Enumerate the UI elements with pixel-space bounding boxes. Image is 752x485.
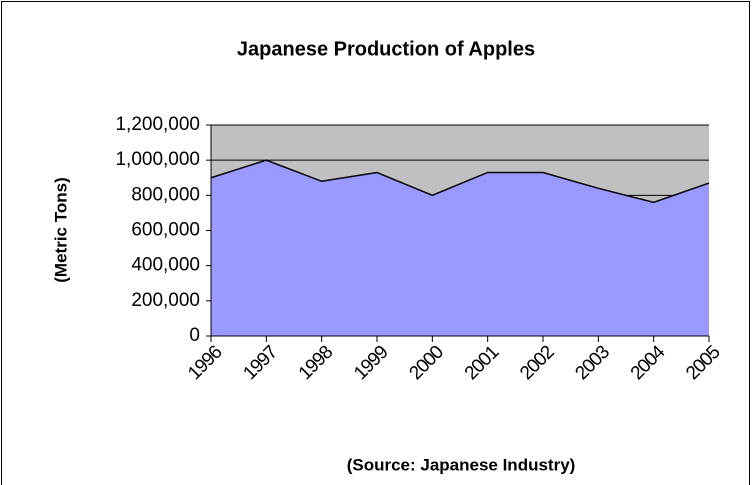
y-axis-label: (Metric Tons): [51, 177, 70, 282]
area: [211, 160, 709, 336]
y-tick-label: 400,000: [131, 255, 200, 276]
y-tick-label: 0: [189, 325, 200, 346]
area-line: [210, 159, 710, 204]
y-tick-label: 200,000: [131, 290, 200, 311]
y-tick-label: 1,200,000: [115, 114, 200, 135]
chart-title: Japanese Production of Apples: [237, 38, 535, 60]
y-tick-label: 600,000: [131, 220, 200, 241]
y-tick-label: 800,000: [131, 184, 200, 205]
y-tick-label: 1,000,000: [115, 149, 200, 170]
source-note: (Source: Japanese Industry): [347, 455, 576, 474]
